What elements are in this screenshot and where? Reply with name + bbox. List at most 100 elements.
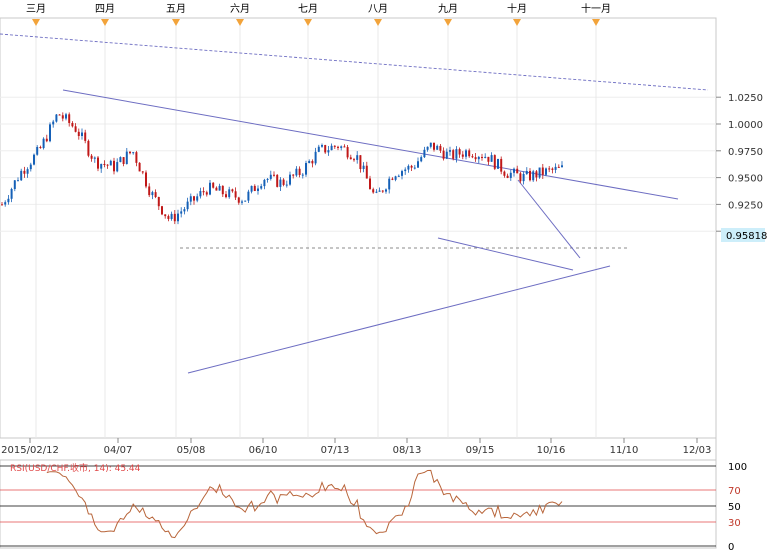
candle-down <box>253 185 256 191</box>
candle-down <box>215 187 218 191</box>
candle-up <box>263 179 266 187</box>
rsi-tick-label: 100 <box>728 462 747 473</box>
candle-up <box>490 155 493 162</box>
month-marker-icon <box>513 19 521 26</box>
candle-down <box>225 194 227 198</box>
month-marker-icon <box>444 19 452 26</box>
candle-up <box>522 173 525 182</box>
candle-up <box>317 146 320 152</box>
candle-up <box>244 200 247 202</box>
month-marker-icon <box>101 19 109 26</box>
candle-up <box>314 151 317 164</box>
candle-down <box>333 145 336 147</box>
candle-down <box>148 186 151 196</box>
candle-up <box>362 165 365 170</box>
candle-down <box>221 185 224 195</box>
month-markers: 三月 四月 五月 六月 七月 八月 九月 十月 十一月 <box>26 2 611 26</box>
candle-down <box>461 154 464 157</box>
candle-down <box>369 178 371 190</box>
candle-down <box>193 196 195 201</box>
candle-down <box>138 162 141 172</box>
candle-up <box>132 152 135 154</box>
candle-up <box>20 170 23 181</box>
candle-up <box>436 145 439 150</box>
candle-up <box>301 174 304 176</box>
x-tick-label: 11/10 <box>610 445 639 456</box>
month-marker-icon <box>172 19 180 26</box>
candle-down <box>311 161 314 164</box>
candle-down <box>234 191 237 198</box>
month-label: 九月 <box>438 3 458 15</box>
candle-down <box>97 157 99 169</box>
candle-up <box>545 168 547 175</box>
month-marker-icon <box>374 19 382 26</box>
candle-up <box>247 191 250 201</box>
candle-down <box>129 151 131 154</box>
candle-down <box>292 174 295 176</box>
candle-down <box>205 192 208 195</box>
candle-down <box>481 156 483 158</box>
candle-down <box>145 172 147 187</box>
candle-down <box>372 189 375 193</box>
upper-triangle-line <box>62 89 679 200</box>
candle-down <box>452 150 455 159</box>
candle-up <box>477 156 480 160</box>
month-label: 十月 <box>507 2 527 15</box>
rsi-title: RSI(USD/CHF.收市, 14): 45.44 <box>10 462 141 474</box>
candle-down <box>343 146 346 148</box>
candle-down <box>391 178 394 180</box>
candle-up <box>285 184 288 186</box>
candle-up <box>218 185 221 191</box>
candle-up <box>241 201 243 203</box>
candle-down <box>535 171 538 178</box>
candle-down <box>39 147 42 149</box>
candle-up <box>36 147 39 155</box>
candle-down <box>439 145 442 151</box>
x-tick-label: 12/03 <box>683 445 712 456</box>
x-tick-label: 08/13 <box>393 445 422 456</box>
candle-up <box>250 185 253 192</box>
candle-up <box>42 138 45 149</box>
candle-up <box>356 155 359 160</box>
candle-up <box>413 167 416 169</box>
candle-up <box>330 145 333 151</box>
month-label: 四月 <box>95 3 115 15</box>
candle-up <box>209 182 211 195</box>
candle-down <box>557 166 560 168</box>
candle-up <box>417 161 419 168</box>
candle-down <box>500 158 503 172</box>
candle-up <box>177 213 179 222</box>
y-tick-label: 0.9750 <box>728 147 763 158</box>
candle-up <box>116 162 119 172</box>
candle-down <box>493 155 496 169</box>
month-label: 八月 <box>368 3 388 15</box>
candle-up <box>420 157 423 162</box>
candle-down <box>157 197 160 207</box>
month-marker-icon <box>236 19 244 26</box>
candle-up <box>397 175 400 177</box>
candle-up <box>13 180 16 190</box>
candle-up <box>295 168 298 176</box>
candle-up <box>407 165 410 170</box>
candle-up <box>340 146 343 148</box>
candle-up <box>513 168 515 173</box>
candle-up <box>199 191 202 197</box>
candle-down <box>68 114 71 123</box>
candle-up <box>455 149 458 159</box>
candle-down <box>548 168 551 170</box>
candle-up <box>327 150 330 153</box>
candle-up <box>7 198 10 203</box>
candle-up <box>509 172 512 178</box>
rsi-axis: 100 70 50 30 0 <box>728 462 747 553</box>
candle-up <box>445 151 448 159</box>
current-price-label: 0.95818 <box>726 231 767 242</box>
x-tick-label: 07/13 <box>321 445 350 456</box>
candle-up <box>55 114 58 122</box>
candle-up <box>65 114 67 119</box>
candle-down <box>381 190 384 192</box>
candle-up <box>497 158 499 169</box>
candle-up <box>10 189 13 199</box>
candle-up <box>196 196 199 201</box>
